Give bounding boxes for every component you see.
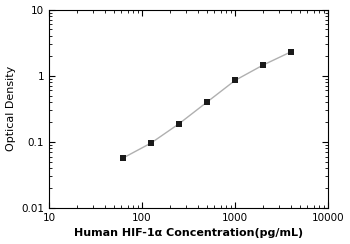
X-axis label: Human HIF-1α Concentration(pg/mL): Human HIF-1α Concentration(pg/mL)	[74, 228, 303, 238]
Y-axis label: Optical Density: Optical Density	[6, 66, 15, 152]
